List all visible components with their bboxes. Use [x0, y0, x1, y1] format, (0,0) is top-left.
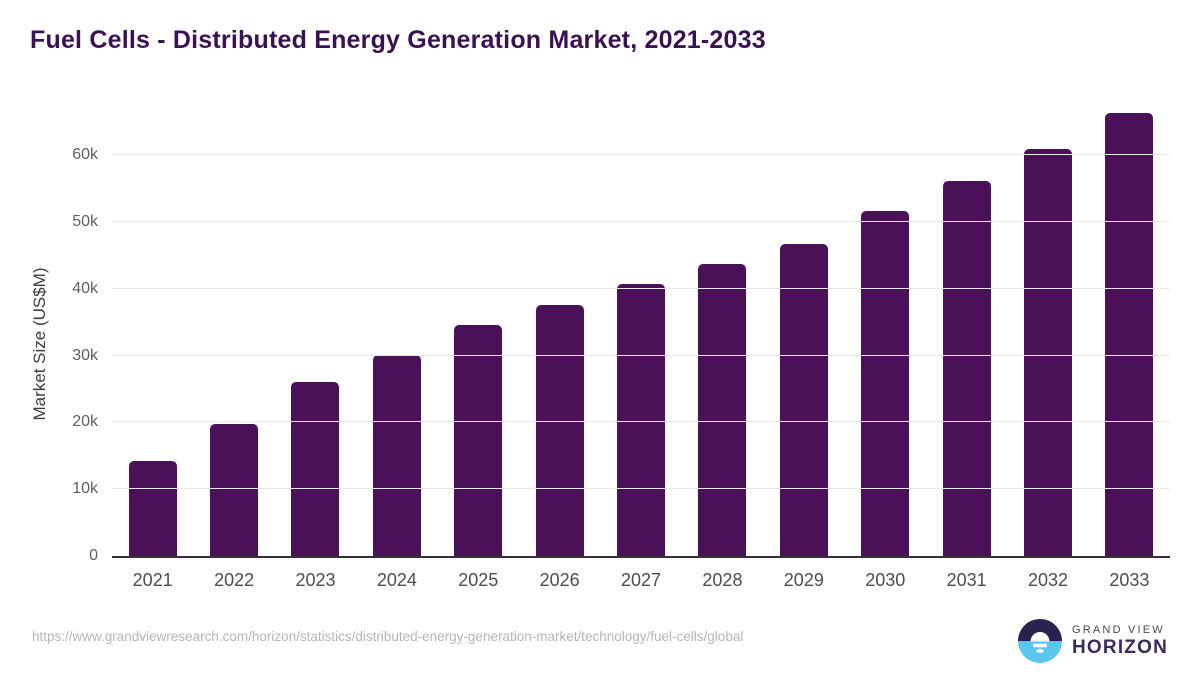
bar-2030: [861, 210, 910, 556]
bar-2021: [128, 460, 177, 556]
page-title: Fuel Cells - Distributed Energy Generati…: [30, 26, 766, 54]
gridline-60k: [112, 154, 1170, 156]
bar-2022: [210, 424, 259, 556]
bar-band-2023: 2023: [275, 102, 356, 590]
brand-logo: GRAND VIEW HORIZON: [1018, 619, 1168, 663]
brand-name-bottom: HORIZON: [1072, 636, 1169, 658]
x-tick-label-2025: 2025: [458, 570, 499, 590]
bar-2028: [698, 263, 747, 556]
bar-2029: [779, 243, 828, 556]
x-tick-label-2029: 2029: [783, 570, 824, 590]
bar-band-2021: 2021: [112, 102, 193, 590]
gridline-30k: [112, 354, 1170, 356]
gridline-50k: [112, 221, 1170, 223]
x-tick-label-2033: 2033: [1109, 570, 1150, 590]
bar-band-2029: 2029: [763, 102, 844, 590]
y-tick-label: 60k: [72, 146, 98, 164]
x-tick-label-2032: 2032: [1027, 570, 1069, 590]
bar-2032: [1023, 148, 1072, 556]
x-tick-label-2023: 2023: [295, 570, 336, 590]
x-tick-label-2028: 2028: [702, 570, 743, 590]
brand-text: GRAND VIEW HORIZON: [1072, 624, 1168, 659]
bar-2024: [372, 355, 421, 556]
y-tick-label: 30k: [72, 346, 98, 364]
y-axis-title: Market Size (US$M): [30, 267, 49, 421]
x-tick-label-2026: 2026: [539, 570, 580, 590]
gridline-40k: [112, 287, 1170, 289]
bar-band-2024: 2024: [356, 102, 437, 590]
x-tick-label-2021: 2021: [132, 570, 173, 590]
logo-sun: [1030, 632, 1050, 642]
y-tick-label: 20k: [72, 413, 98, 431]
gridline-10k: [112, 488, 1170, 490]
gridline-20k: [112, 421, 1170, 423]
y-tick-label: 40k: [72, 279, 98, 297]
x-tick-label-2022: 2022: [214, 570, 255, 590]
x-tick-label-2031: 2031: [946, 570, 987, 590]
x-tick-label-2030: 2030: [865, 570, 906, 590]
y-tick-label: 0: [89, 547, 98, 564]
y-tick-label: 50k: [72, 213, 98, 231]
brand-name-top: GRAND VIEW: [1072, 623, 1165, 636]
bar-band-2028: 2028: [682, 102, 763, 590]
y-tick-label: 10k: [72, 480, 98, 498]
bar-band-2026: 2026: [519, 102, 600, 590]
bar-band-2030: 2030: [845, 102, 926, 590]
bar-series: 2021 2022 2023 2024 2025 2026 2027 2028 2029 2030…: [112, 102, 1170, 590]
bar-2023: [291, 382, 340, 556]
bar-2033: [1105, 112, 1154, 556]
bar-2025: [454, 325, 503, 556]
bar-band-2031: 2031: [926, 102, 1007, 590]
logo-sky: [1018, 619, 1062, 641]
bar-band-2033: 2033: [1089, 102, 1170, 590]
chart-plot-area: 2021 2022 2023 2024 2025 2026 2027 2028 2029 2030…: [72, 102, 1170, 590]
bar-2031: [942, 181, 991, 556]
x-tick-label-2024: 2024: [376, 570, 417, 590]
bar-band-2032: 2032: [1007, 102, 1088, 590]
x-tick-label-2027: 2027: [621, 570, 662, 590]
horizon-sun-logo-icon: [1018, 619, 1062, 663]
bar-band-2027: 2027: [600, 102, 681, 590]
source-url: https://www.grandviewresearch.com/horizo…: [32, 629, 744, 644]
bar-band-2025: 2025: [438, 102, 519, 590]
bar-band-2022: 2022: [193, 102, 274, 590]
bar-2026: [535, 304, 584, 556]
bar-2027: [617, 284, 666, 556]
